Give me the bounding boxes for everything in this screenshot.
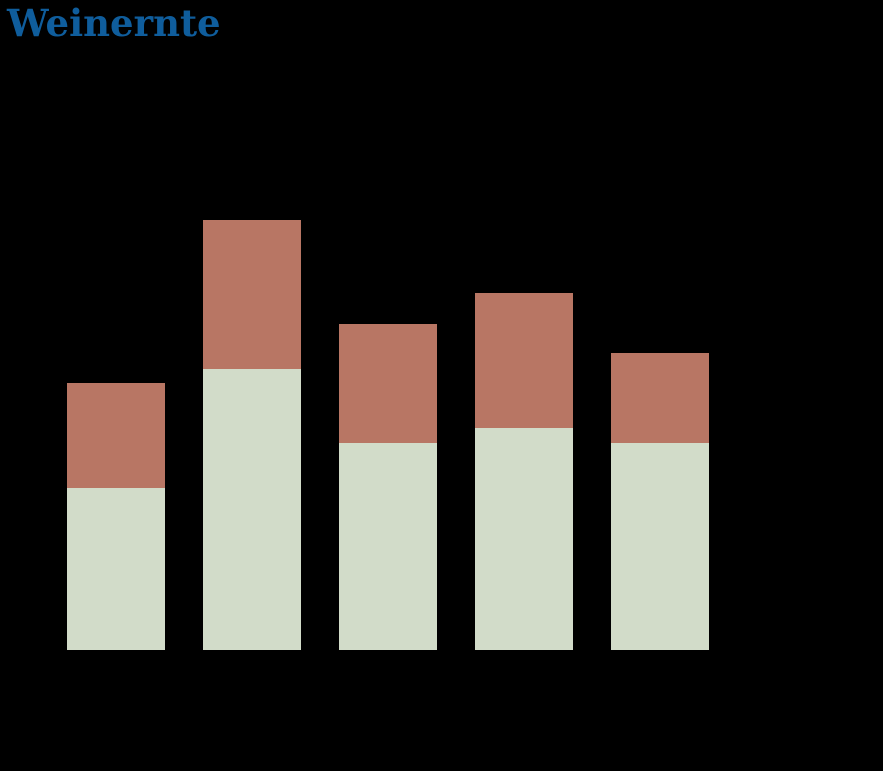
bar-segment-lower [611,443,709,650]
bar-segment-lower [67,488,165,650]
bar-segment-upper [67,383,165,488]
chart-title: Weinernte [7,1,221,45]
bar-4 [475,293,573,650]
bar-2 [203,220,301,650]
bar-1 [67,383,165,650]
chart-area [67,0,709,650]
bar-segment-upper [203,220,301,369]
bar-segment-lower [203,369,301,650]
bar-segment-lower [339,443,437,650]
bar-segment-upper [339,324,437,443]
bar-segment-upper [611,353,709,443]
bar-segment-lower [475,428,573,650]
bar-3 [339,324,437,650]
bar-segment-upper [475,293,573,428]
bar-5 [611,353,709,650]
